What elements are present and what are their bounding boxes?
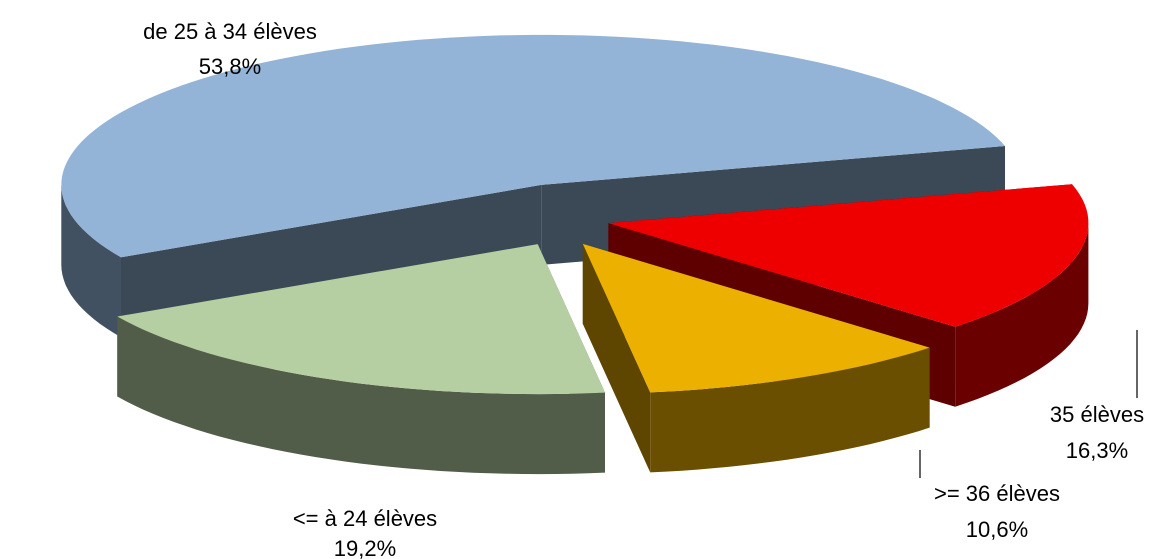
category-label: <= à 24 élèves bbox=[293, 506, 437, 531]
slice-wall bbox=[582, 243, 651, 473]
slice-side bbox=[117, 316, 606, 475]
slice-side bbox=[650, 347, 930, 473]
slice bbox=[608, 184, 1089, 327]
value-label: 53,8% bbox=[199, 54, 261, 79]
slice bbox=[582, 243, 930, 393]
slice-side bbox=[61, 184, 121, 338]
value-label: 19,2% bbox=[334, 536, 396, 559]
category-label: >= 36 élèves bbox=[934, 481, 1060, 506]
value-label: 16,3% bbox=[1066, 438, 1128, 463]
category-label: de 25 à 34 élèves bbox=[143, 19, 317, 44]
category-label: 35 élèves bbox=[1050, 402, 1144, 427]
slice bbox=[117, 244, 606, 395]
slice bbox=[61, 34, 1005, 258]
value-label: 10,6% bbox=[966, 517, 1028, 542]
slices bbox=[61, 34, 1089, 475]
slice-side bbox=[955, 223, 1089, 407]
